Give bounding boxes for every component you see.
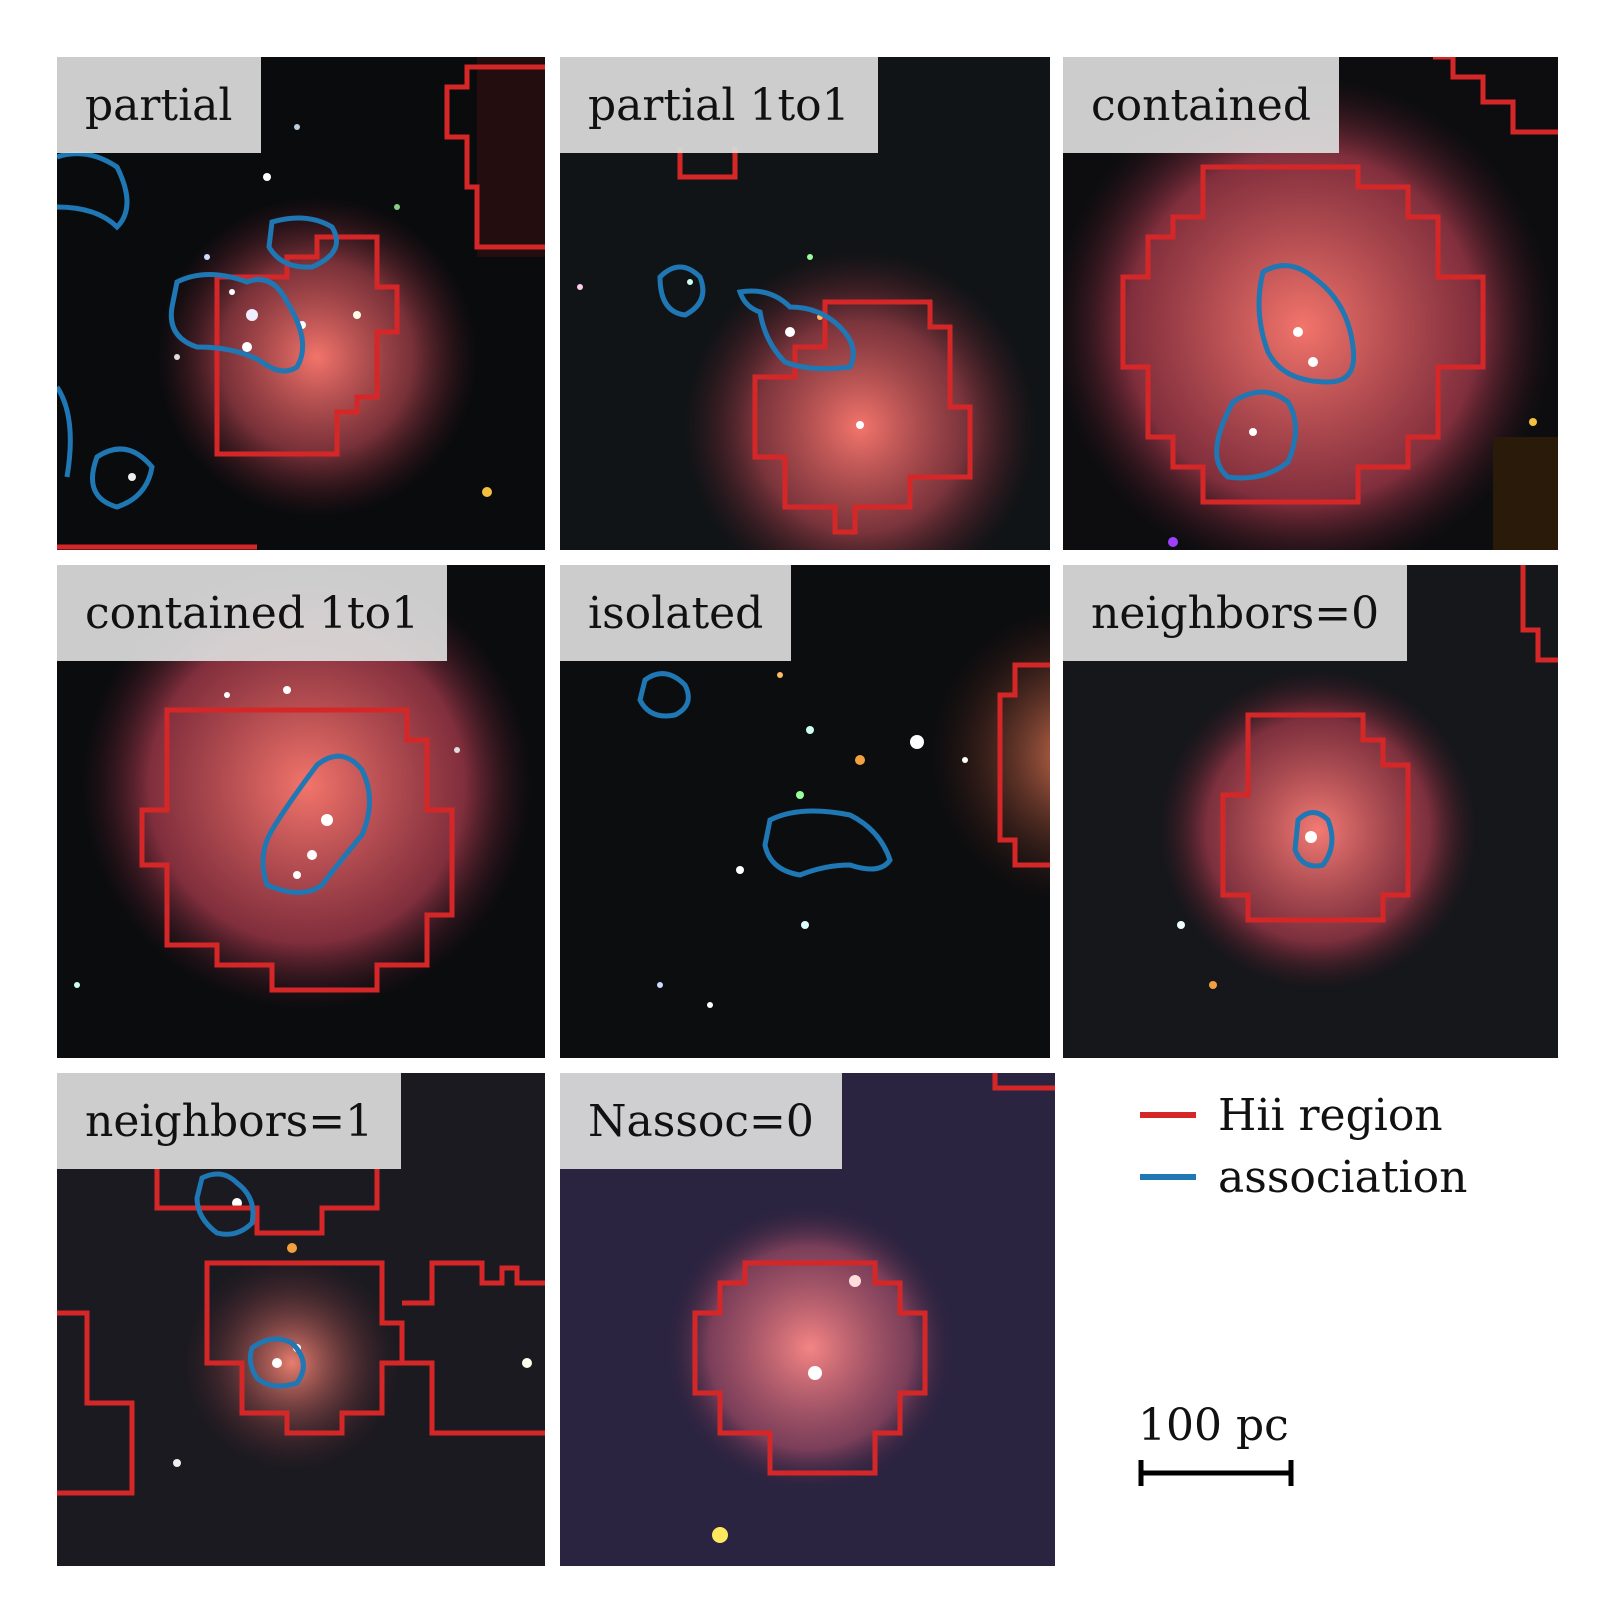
panel-label: neighbors=0 xyxy=(1063,565,1408,661)
hii-region-outline xyxy=(997,662,1050,868)
panel-partial: partial xyxy=(57,57,545,550)
legend-item-hii-region: Hii region xyxy=(1140,1089,1443,1141)
hii-region-outline xyxy=(677,147,738,180)
association-outline xyxy=(168,272,306,374)
panel-nassoc-0: Nassoc=0 xyxy=(560,1073,1055,1566)
association-outline xyxy=(1292,810,1335,869)
hii-region-outline xyxy=(57,1310,135,1496)
panel-image xyxy=(57,57,545,550)
association-outline xyxy=(247,1336,306,1389)
association-outline xyxy=(90,446,155,510)
association-outline xyxy=(266,215,339,270)
panel-partial-1to1: partial 1to1 xyxy=(560,57,1050,550)
association-outline xyxy=(637,671,691,719)
association-outline xyxy=(194,1171,256,1237)
hii-region-outline xyxy=(139,707,455,993)
panel-label: contained xyxy=(1063,57,1339,153)
hii-region-outline xyxy=(204,1260,405,1436)
panel-label: neighbors=1 xyxy=(57,1073,402,1169)
panel-neighbors-1: neighbors=1 xyxy=(57,1073,545,1566)
association-outline xyxy=(657,264,706,318)
panel-neighbors-0: neighbors=0 xyxy=(1063,565,1558,1058)
hii-region-outline xyxy=(752,299,973,535)
legend-line-association xyxy=(1140,1174,1196,1180)
hii-region-outline xyxy=(1520,565,1558,663)
association-outline xyxy=(736,288,856,372)
panel-contained-1to1: contained 1to1 xyxy=(57,565,545,1058)
hii-region-outline xyxy=(992,1073,1055,1091)
legend-line-hii xyxy=(1140,1112,1196,1118)
hii-region-outline xyxy=(444,64,545,250)
panel-label: isolated xyxy=(560,565,792,661)
panel-label: partial 1to1 xyxy=(560,57,878,153)
legend-label-association: association xyxy=(1218,1151,1468,1203)
panel-label: Nassoc=0 xyxy=(560,1073,842,1169)
hii-region-outline xyxy=(154,1168,380,1236)
panel-label: partial xyxy=(57,57,261,153)
hii-region-outline xyxy=(1433,57,1558,135)
hii-region-outline xyxy=(1220,712,1411,923)
panel-isolated: isolated xyxy=(560,565,1050,1058)
scalebar xyxy=(1138,1460,1294,1486)
hii-region-outline xyxy=(1120,164,1486,505)
association-outline xyxy=(57,385,73,478)
hii-region-outline xyxy=(402,1360,545,1436)
association-outline xyxy=(1256,263,1357,385)
panel-contained: contained xyxy=(1063,57,1558,550)
scalebar-label: 100 pc xyxy=(1138,1400,1289,1451)
hii-region-outline xyxy=(402,1260,545,1306)
legend-label-hii: Hii region xyxy=(1218,1089,1443,1141)
legend-item-association: association xyxy=(1140,1151,1468,1203)
association-outline xyxy=(57,151,130,231)
association-outline xyxy=(1214,389,1298,481)
association-outline xyxy=(762,808,893,878)
panel-label: contained 1to1 xyxy=(57,565,448,661)
association-outline xyxy=(260,753,372,895)
hii-region-outline xyxy=(214,234,400,457)
hii-region-outline xyxy=(692,1260,928,1476)
